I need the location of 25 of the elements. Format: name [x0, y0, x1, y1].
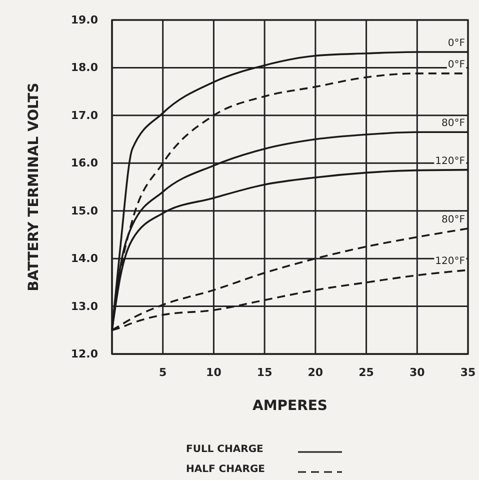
- series-label: 80°F: [442, 118, 466, 130]
- x-tick-label: 30: [409, 366, 426, 379]
- series-label: 120°F: [435, 256, 466, 268]
- y-axis-title: BATTERY TERMINAL VOLTS: [26, 82, 42, 292]
- y-tick-label: 12.0: [70, 348, 98, 361]
- x-tick-label: 15: [256, 366, 272, 379]
- series-label: 0°F: [448, 38, 466, 49]
- text: HALF CHARGE: [186, 464, 266, 475]
- x-tick-label: 35: [460, 366, 476, 379]
- series-label: 0°F: [448, 59, 466, 70]
- x-axis-title: AMPERES: [252, 398, 328, 414]
- y-tick-label: 16.0: [70, 156, 98, 170]
- series-label: 120°F: [435, 156, 466, 167]
- x-tick-label: 25: [358, 366, 374, 379]
- x-tick-label: 5: [159, 366, 167, 379]
- y-tick-label: 14.0: [70, 252, 98, 266]
- x-tick-label: 10: [206, 366, 222, 379]
- y-tick-label: 19.0: [70, 14, 98, 27]
- y-tick-label: 13.0: [70, 300, 98, 313]
- y-tick-label: 15.0: [70, 204, 98, 218]
- y-tick-label: 17.0: [70, 108, 98, 122]
- text: FULL CHARGE: [186, 444, 264, 455]
- y-tick-label: 18.0: [70, 61, 98, 74]
- series-label: 80°F: [442, 214, 466, 226]
- x-tick-label: 20: [308, 366, 324, 379]
